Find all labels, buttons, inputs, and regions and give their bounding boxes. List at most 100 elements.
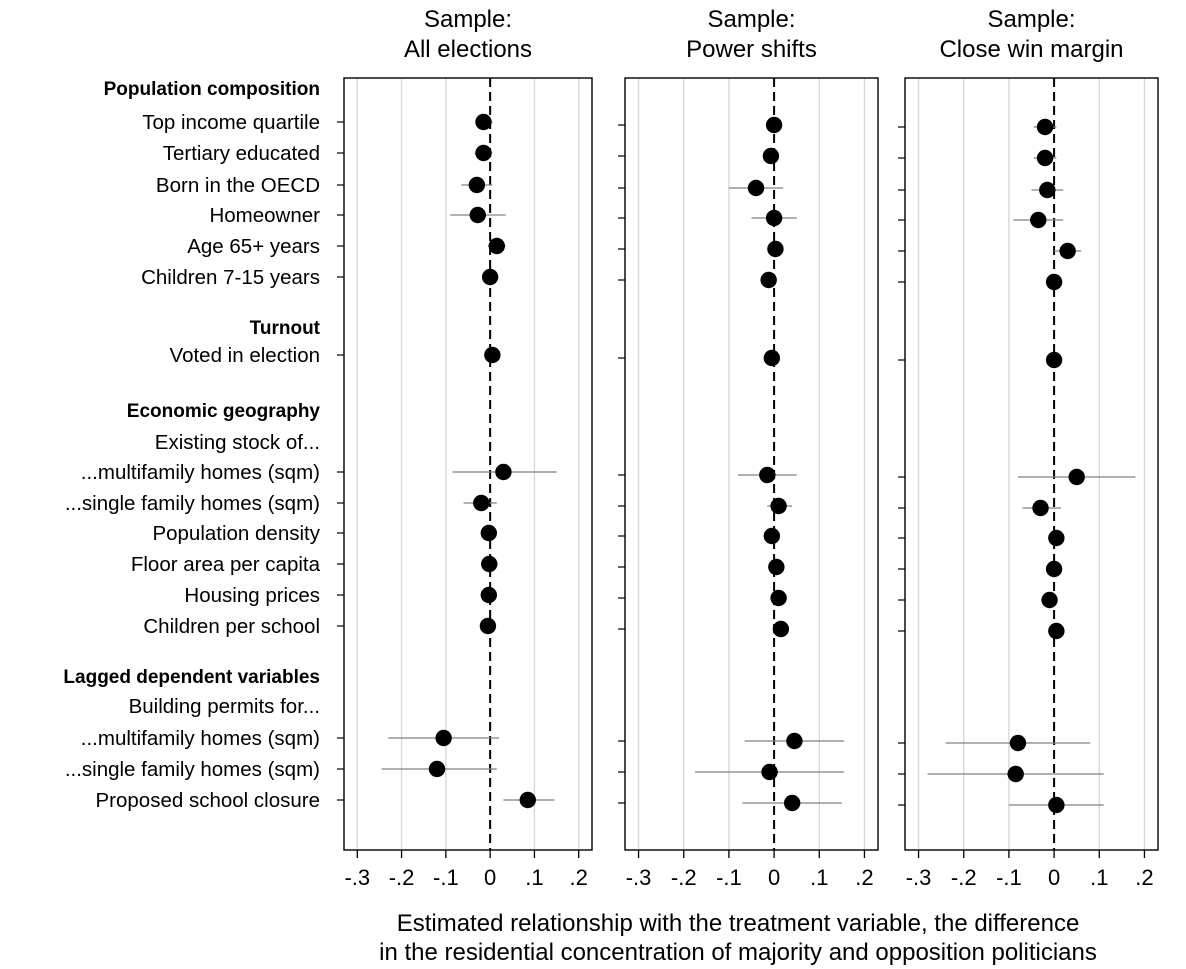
point-estimate xyxy=(1068,468,1085,486)
point-estimate xyxy=(768,558,785,576)
point-estimate xyxy=(1036,149,1054,167)
x-tick-label: .1 xyxy=(1090,865,1108,890)
point-estimate xyxy=(1036,118,1054,136)
x-tick-label: -.3 xyxy=(626,865,652,890)
row-label: Born in the OECD xyxy=(156,174,320,197)
point-estimate xyxy=(1045,273,1063,291)
point-estimate xyxy=(759,466,776,484)
row-label: Age 65+ years xyxy=(187,235,320,258)
point-estimate xyxy=(762,147,780,165)
point-estimate xyxy=(763,527,781,545)
row-labels: Population composition Top income quartil… xyxy=(63,79,320,812)
panels: Sample:All elections-.3 -.2 -.1 0.1.2Sample… xyxy=(337,6,1159,890)
point-estimate xyxy=(770,589,787,607)
panel-title-line: Sample: xyxy=(424,6,512,33)
row-label: ...multifamily homes (sqm) xyxy=(81,461,320,484)
x-tick-label: 0 xyxy=(1048,865,1060,890)
point-estimate xyxy=(469,206,486,224)
point-estimate xyxy=(763,349,781,367)
panel-3: Sample: Close win margin -.3 -.2 -.1 0 .1 .2 xyxy=(898,6,1159,890)
point-estimate xyxy=(1039,181,1056,199)
point-estimate xyxy=(1048,529,1065,547)
point-estimate xyxy=(760,271,777,289)
x-tick-label: .2 xyxy=(855,865,873,890)
x-tick-label: .1 xyxy=(525,865,543,890)
x-tick-label: -.1 xyxy=(433,865,459,890)
x-tick-label: -.1 xyxy=(716,865,742,890)
row-label: Children 7-15 years xyxy=(141,266,320,289)
group-label: Economic geography xyxy=(127,401,321,422)
point-estimate xyxy=(770,497,787,515)
point-estimate xyxy=(481,555,498,573)
point-estimate xyxy=(473,494,490,512)
point-estimate xyxy=(1059,242,1076,260)
point-estimate xyxy=(495,463,512,481)
point-estimate xyxy=(1009,734,1027,752)
point-estimate xyxy=(475,144,492,162)
point-estimate xyxy=(786,732,803,750)
point-estimate xyxy=(783,794,801,812)
point-estimate xyxy=(480,524,498,542)
group-label: Population composition xyxy=(104,79,320,100)
x-tick-label: -.3 xyxy=(906,865,932,890)
point-estimate xyxy=(765,116,783,134)
point-estimate xyxy=(772,620,790,638)
point-estimate xyxy=(1045,351,1063,369)
point-estimate xyxy=(1048,622,1065,640)
group-label: Lagged dependent variables xyxy=(63,667,320,688)
panel-frame xyxy=(343,77,593,851)
x-tick-label: -.2 xyxy=(671,865,697,890)
row-label: Voted in election xyxy=(170,344,320,367)
row-label: Tertiary educated xyxy=(163,142,320,165)
subgroup-label: Building permits for... xyxy=(129,695,320,718)
x-tick-label: .2 xyxy=(570,865,588,890)
row-label: Proposed school closure xyxy=(96,789,321,812)
point-estimate xyxy=(767,240,784,258)
group-label: Turnout xyxy=(250,318,321,339)
point-estimate xyxy=(761,763,778,781)
row-label: ...single family homes (sqm) xyxy=(65,492,320,515)
x-axis-title-line-1: Estimated relationship with the treatmen… xyxy=(397,910,1080,937)
row-label: ...single family homes (sqm) xyxy=(65,758,320,781)
panel-title-line: All elections xyxy=(404,36,532,63)
panel-title-line: Power shifts xyxy=(686,36,817,63)
panel-title-line: Sample: xyxy=(987,6,1075,33)
point-estimate xyxy=(519,791,536,809)
point-estimate xyxy=(435,729,452,747)
panel-title-line: Sample: xyxy=(707,6,795,33)
x-axis-title: Estimated relationship with the treatmen… xyxy=(379,910,1097,966)
point-estimate xyxy=(428,760,446,778)
x-tick-label: 0 xyxy=(484,865,496,890)
x-tick-label: 0 xyxy=(768,865,780,890)
point-estimate xyxy=(1030,211,1047,229)
x-tick-label: .1 xyxy=(810,865,828,890)
point-estimate xyxy=(481,268,499,286)
x-tick-label: -.2 xyxy=(389,865,415,890)
subgroup-label: Existing stock of... xyxy=(155,431,320,454)
x-tick-label: -.1 xyxy=(996,865,1022,890)
point-estimate xyxy=(1041,591,1058,609)
point-estimate xyxy=(480,586,498,604)
row-label: Housing prices xyxy=(184,584,320,607)
row-label: Floor area per capita xyxy=(131,553,321,576)
point-estimate xyxy=(765,209,783,227)
point-estimate xyxy=(1007,765,1024,783)
x-tick-label: .2 xyxy=(1135,865,1153,890)
x-tick-label: -.3 xyxy=(344,865,370,890)
panel-title-line: Close win margin xyxy=(939,36,1123,63)
point-estimate xyxy=(488,237,505,255)
row-label: Children per school xyxy=(143,615,320,638)
row-label: ...multifamily homes (sqm) xyxy=(81,727,320,750)
row-label: Homeowner xyxy=(209,204,320,227)
row-label: Top income quartile xyxy=(142,111,320,134)
point-estimate xyxy=(1032,499,1049,517)
point-estimate xyxy=(468,176,486,194)
panel-frame xyxy=(904,77,1159,851)
point-estimate xyxy=(484,346,501,364)
panel-frame xyxy=(624,77,879,851)
point-estimate xyxy=(747,179,765,197)
panel-1: Sample: All elections -.3 -.2 -.1 0 .1 .2 xyxy=(337,6,593,890)
row-label: Population density xyxy=(152,522,320,545)
point-estimate xyxy=(1048,796,1065,814)
